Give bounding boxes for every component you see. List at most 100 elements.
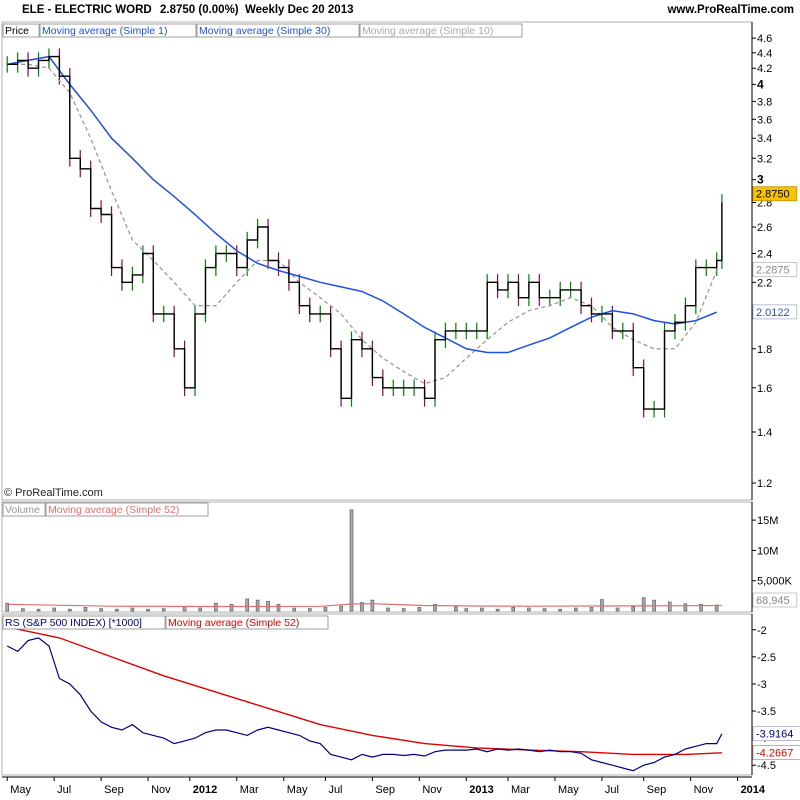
volume-bar: [161, 608, 166, 612]
legend-box: [359, 23, 523, 38]
y-tick-label: 10M: [757, 545, 778, 557]
legend-entry: Moving average (Simple 10): [362, 25, 493, 37]
price-panel: 4.64.44.243.83.63.43.232.82.62.42.221.81…: [1, 21, 798, 501]
volume-bar: [454, 606, 458, 612]
volume-bar: [229, 604, 234, 612]
rs-ma-line: [7, 626, 722, 756]
x-tick-label: Nov: [151, 784, 171, 796]
volume-bar: [339, 605, 343, 612]
panel-frame: [1, 501, 753, 613]
ma10-value-label-box: [752, 262, 798, 277]
volume-bar: [130, 607, 135, 612]
volume-bar: [68, 608, 72, 612]
x-axis: May Jul Sep Nov 2012 Mar May Jul Sep Nov 2013 Mar Ma…: [2, 776, 766, 796]
legend-box: [39, 23, 197, 38]
y-tick-label: 2.4: [757, 249, 772, 261]
legend-box: [196, 23, 360, 38]
volume-bar: [99, 608, 103, 612]
last-price-label-box: [752, 186, 798, 202]
y-tick-label: 1.8: [757, 344, 772, 356]
period-date: Weekly Dec 20 2013: [245, 4, 353, 16]
ma30-value-label-box: [752, 304, 798, 320]
volume-bar: [667, 601, 672, 612]
volume-bar: [433, 604, 437, 612]
volume-bar: [36, 608, 41, 612]
legend-entry: Moving average (Simple 1): [42, 25, 167, 37]
x-tick-label: Jul: [328, 784, 342, 796]
volume-bar: [52, 607, 56, 612]
volume-ma-line: [7, 603, 722, 608]
rs-ma-value-label: -4.2667: [756, 748, 793, 760]
x-tick-label: Jul: [605, 784, 619, 796]
x-tick-label: 2012: [193, 784, 217, 796]
x-tick-label: May: [10, 784, 31, 796]
volume-bar: [323, 607, 328, 612]
y-tick-label: -3: [757, 679, 767, 691]
y-tick-label: -2.5: [757, 652, 776, 664]
volume-bar: [464, 608, 469, 612]
volume-bar: [631, 606, 636, 612]
y-tick-label: 4.6: [757, 33, 772, 45]
y-tick-label: 15M: [757, 515, 778, 527]
volume-bar: [511, 607, 516, 612]
volume-bar: [417, 607, 422, 612]
y-tick-label: 2.6: [757, 222, 772, 234]
volume-bar: [699, 604, 703, 612]
volume-panel: 15M 10M 5,000K Volume Moving average (Simple…: [1, 501, 798, 613]
volume-bar: [21, 608, 25, 612]
volume-value-label: 68,945: [756, 595, 790, 607]
y-tick-label: 4: [757, 77, 764, 91]
volume-bar: [292, 607, 296, 612]
legend-box: [45, 502, 209, 517]
legend-box: [2, 23, 40, 38]
volume-bar: [558, 608, 562, 612]
y-tick-label: 3: [757, 173, 764, 187]
y-tick-label: 2.2: [757, 277, 772, 289]
x-tick-label: Nov: [694, 784, 714, 796]
x-tick-label: Sep: [104, 784, 124, 796]
panel-frame: [1, 21, 753, 501]
legend-box: [2, 502, 46, 517]
ma10-value-label: 2.2875: [756, 264, 790, 276]
volume-bar: [641, 597, 646, 612]
ma10-line: [7, 63, 718, 385]
volume-bar: [5, 602, 10, 612]
y-tick-label: 3.4: [757, 133, 772, 145]
volume-bar: [600, 599, 604, 612]
y-tick-label: 3.2: [757, 153, 772, 165]
legend-entry: Moving average (Simple 30): [199, 25, 330, 37]
rs-ma-value-label-box: [752, 745, 800, 761]
y-tick-label: 1.6: [757, 383, 772, 395]
volume-bar: [589, 607, 594, 612]
volume-bar: [615, 607, 620, 612]
y-tick-label: 4.4: [757, 48, 772, 60]
volume-bar: [182, 606, 187, 612]
y-tick-label: -3.5: [757, 706, 776, 718]
last-price-label: 2.8750: [756, 189, 790, 201]
legend-entry: Moving average (Simple 52): [48, 504, 179, 516]
rs-value-label: -3.9164: [756, 729, 793, 741]
volume-bar: [370, 599, 375, 612]
volume-bar: [527, 607, 531, 612]
x-tick-label: Mar: [511, 784, 530, 796]
price-line: [7, 55, 723, 410]
y-tick-label: 3.8: [757, 96, 772, 108]
y-tick-label: -4.5: [757, 760, 776, 772]
x-tick-label: Sep: [647, 784, 667, 796]
volume-bar: [386, 607, 390, 612]
volume-bar: [307, 608, 312, 612]
chart-title: ELE - ELECTRIC WORD: [22, 4, 152, 16]
volume-bar: [276, 604, 281, 612]
x-tick-label: 2013: [469, 784, 493, 796]
y-tick-label: 5,000K: [757, 576, 793, 588]
volume-bar: [495, 608, 500, 612]
legend-entry: Volume: [5, 504, 40, 516]
last-quote: 2.8750 (0.00%): [160, 4, 239, 16]
legend-entry: RS (S&P 500 INDEX) [*1000]: [5, 617, 142, 629]
y-tick-label: 1.4: [757, 427, 772, 439]
x-tick-label: Jul: [57, 784, 71, 796]
volume-bar: [198, 607, 203, 612]
volume-bar: [360, 602, 364, 612]
copyright-text: © ProRealTime.com: [4, 487, 103, 499]
